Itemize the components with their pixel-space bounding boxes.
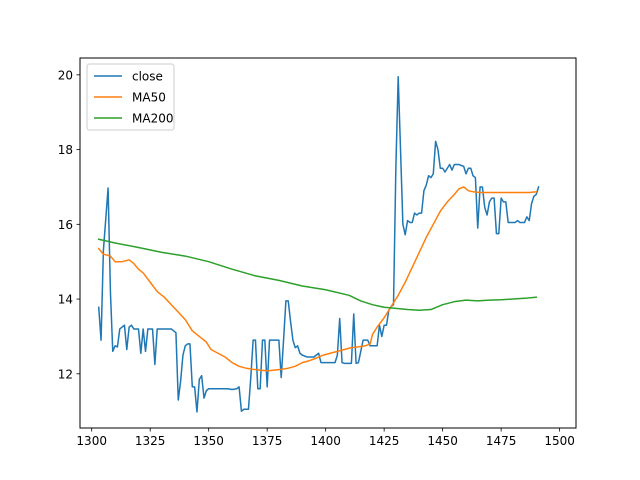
plot-frame (79, 57, 577, 429)
x-tick-label: 1350 (193, 434, 224, 448)
y-axis: 12 14 16 18 20 (58, 68, 80, 381)
legend-box (86, 63, 175, 131)
y-tick-label: 18 (58, 143, 73, 157)
x-tick-label: 1475 (486, 434, 517, 448)
legend-label-ma200: MA200 (132, 112, 173, 126)
x-tick-label: 1425 (369, 434, 400, 448)
x-tick-label: 1500 (544, 434, 575, 448)
x-tick-label: 1400 (310, 434, 341, 448)
series-line-ma50 (97, 186, 538, 372)
series-line-ma200 (97, 238, 538, 312)
legend: close MA50 MA200 (86, 63, 175, 131)
y-tick-label: 16 (58, 218, 73, 232)
series-line-close (97, 75, 540, 413)
y-tick-label: 20 (58, 68, 73, 82)
legend-label-ma50: MA50 (132, 91, 166, 105)
y-tick-label: 14 (58, 293, 73, 307)
legend-label-close: close (132, 70, 163, 84)
x-tick-label: 1450 (427, 434, 458, 448)
series-layer (97, 75, 540, 413)
y-tick-label: 12 (58, 367, 73, 381)
x-tick-label: 1375 (252, 434, 283, 448)
x-axis: 1300 1325 1350 1375 1400 1425 1450 1475 1500 (76, 428, 575, 448)
x-tick-label: 1325 (135, 434, 166, 448)
x-tick-label: 1300 (76, 434, 107, 448)
